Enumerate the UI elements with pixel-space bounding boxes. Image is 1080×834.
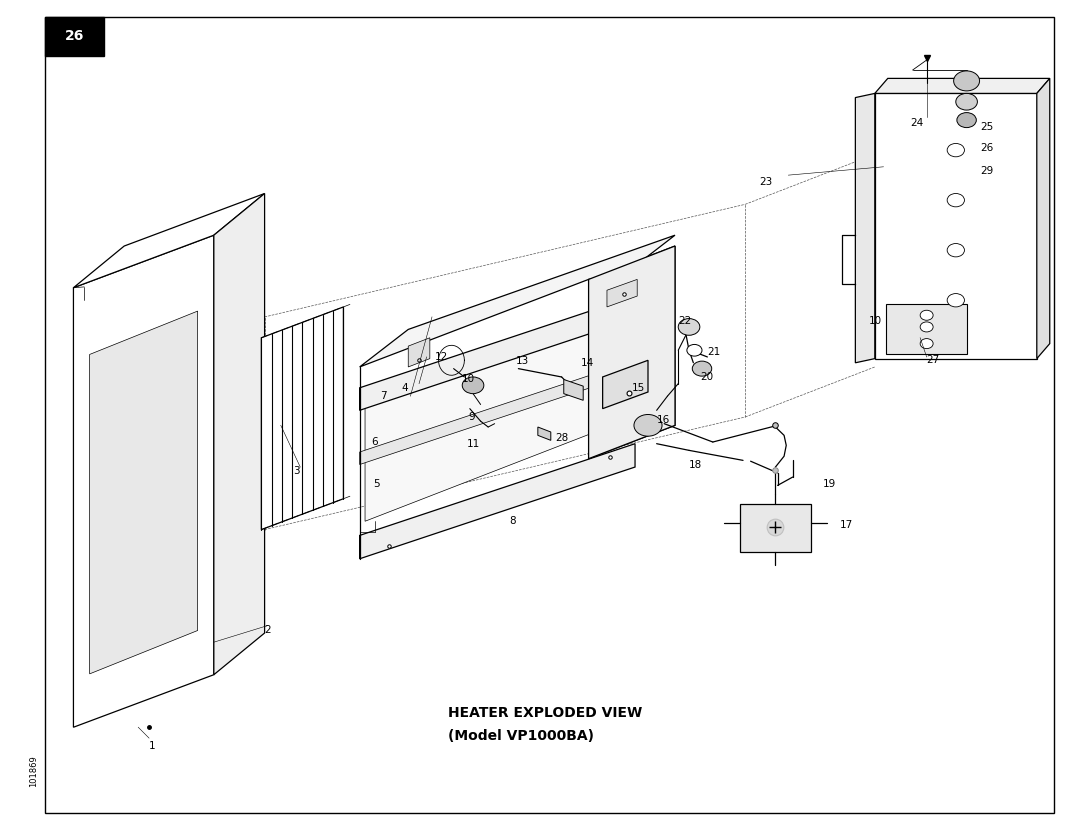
Polygon shape (740, 504, 811, 552)
Text: 9: 9 (469, 412, 475, 422)
Circle shape (947, 294, 964, 307)
Circle shape (678, 319, 700, 335)
Circle shape (634, 414, 662, 436)
Circle shape (954, 71, 980, 91)
Polygon shape (408, 338, 430, 367)
Text: 12: 12 (435, 352, 448, 362)
Polygon shape (90, 311, 198, 674)
Polygon shape (365, 305, 610, 521)
Polygon shape (214, 193, 265, 675)
Text: 28: 28 (555, 433, 568, 443)
Text: 5: 5 (374, 479, 380, 489)
Polygon shape (360, 296, 635, 410)
Text: 26: 26 (981, 143, 994, 153)
Text: 27: 27 (927, 355, 940, 365)
Polygon shape (875, 78, 1050, 93)
Text: 2: 2 (265, 625, 271, 635)
Text: 15: 15 (632, 383, 645, 393)
Polygon shape (538, 427, 551, 440)
Text: 23: 23 (759, 177, 772, 187)
Text: 101869: 101869 (29, 756, 38, 787)
Text: 25: 25 (981, 122, 994, 132)
Bar (45, 17, 104, 56)
Polygon shape (261, 307, 343, 530)
Polygon shape (360, 235, 675, 367)
Polygon shape (1037, 78, 1050, 359)
Circle shape (687, 344, 702, 356)
Circle shape (462, 377, 484, 394)
Polygon shape (886, 304, 967, 354)
Polygon shape (73, 193, 265, 288)
Text: 3: 3 (294, 466, 300, 476)
Text: 14: 14 (581, 358, 594, 368)
Polygon shape (73, 235, 214, 727)
Text: 17: 17 (840, 520, 853, 530)
Text: 6: 6 (372, 437, 378, 447)
Polygon shape (607, 279, 637, 307)
Text: 11: 11 (467, 439, 480, 449)
Text: (Model VP1000BA): (Model VP1000BA) (448, 729, 594, 742)
Polygon shape (875, 93, 1037, 359)
Text: HEATER EXPLODED VIEW: HEATER EXPLODED VIEW (448, 706, 643, 720)
Polygon shape (603, 360, 648, 409)
Polygon shape (589, 246, 675, 459)
Circle shape (947, 193, 964, 207)
Text: 7: 7 (380, 391, 387, 401)
Text: 22: 22 (678, 316, 691, 326)
Text: 18: 18 (689, 460, 702, 470)
Circle shape (956, 93, 977, 110)
Circle shape (947, 244, 964, 257)
Text: 26: 26 (65, 29, 84, 43)
Circle shape (920, 339, 933, 349)
Circle shape (920, 322, 933, 332)
Text: 10: 10 (462, 374, 475, 384)
Text: 1: 1 (149, 741, 156, 751)
Text: 21: 21 (707, 347, 720, 357)
Circle shape (947, 143, 964, 157)
Polygon shape (360, 360, 635, 465)
Text: 8: 8 (510, 516, 516, 526)
Text: 19: 19 (823, 479, 836, 489)
Circle shape (692, 361, 712, 376)
Text: 29: 29 (981, 166, 994, 176)
Polygon shape (360, 444, 635, 559)
Text: 13: 13 (516, 356, 529, 366)
Text: 10: 10 (869, 316, 882, 326)
Polygon shape (855, 93, 875, 363)
Circle shape (920, 310, 933, 320)
Polygon shape (589, 246, 675, 459)
Text: 20: 20 (700, 372, 713, 382)
Text: 16: 16 (657, 414, 670, 425)
Circle shape (957, 113, 976, 128)
Polygon shape (564, 379, 583, 400)
Text: 24: 24 (910, 118, 923, 128)
Text: 4: 4 (402, 383, 408, 393)
